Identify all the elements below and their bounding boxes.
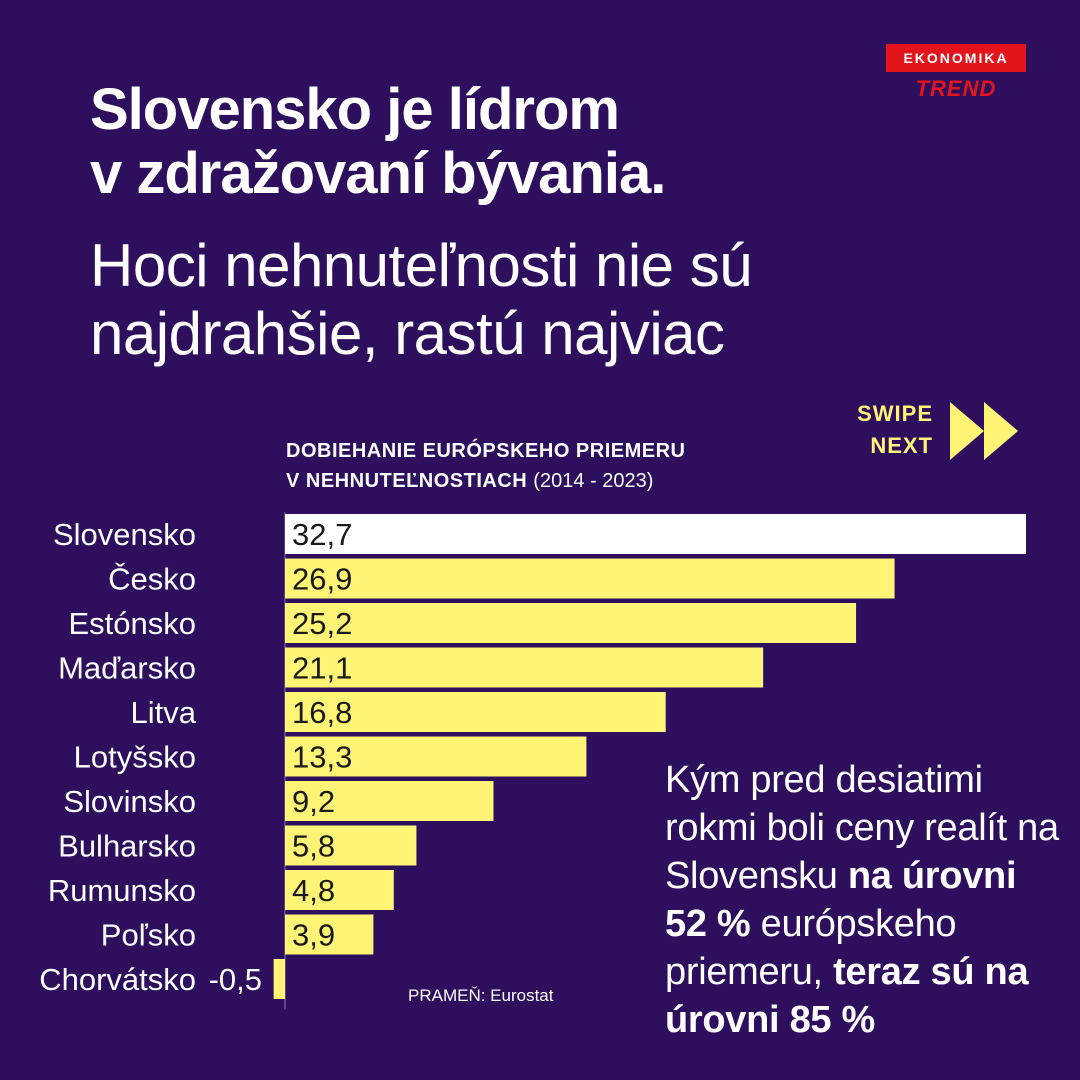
bar-8 [285, 870, 394, 910]
category-label-4: Litva [131, 695, 197, 730]
note-text-2: európskeho priemeru, [665, 903, 957, 993]
brand-logo-bottom: TREND [915, 76, 997, 101]
category-label-6: Slovinsko [63, 784, 196, 819]
headline: Slovensko je lídrom v zdražovaní bývania… [90, 78, 850, 206]
double-arrow-icon[interactable] [948, 400, 1020, 462]
bar-1 [285, 558, 895, 599]
subheadline: Hoci nehnuteľnosti nie sú najdrahšie, ra… [90, 232, 990, 368]
bar-0 [285, 514, 1026, 554]
brand-logo: EKONOMIKA TREND [886, 44, 1026, 102]
category-label-0: Slovensko [53, 517, 196, 552]
bar-6 [285, 781, 494, 821]
headline-line-2: v zdražovaní bývania. [90, 141, 666, 206]
headline-line-1: Slovensko je lídrom [90, 77, 620, 142]
bar-4 [285, 692, 666, 732]
value-label-1: 26,9 [292, 562, 352, 597]
bar-2 [285, 603, 857, 643]
note-text-1: Kým pred desiatimi rokmi boli ceny realí… [665, 759, 1059, 897]
bar-7 [285, 825, 417, 866]
value-label-10: -0,5 [209, 962, 262, 997]
category-label-10: Chorvátsko [39, 962, 196, 997]
value-label-2: 25,2 [292, 606, 352, 641]
brand-logo-top: EKONOMIKA [886, 44, 1026, 72]
next-label: NEXT [870, 433, 933, 458]
chart-title-years: (2014 - 2023) [533, 470, 654, 492]
value-label-5: 13,3 [292, 740, 352, 775]
category-label-5: Lotyšsko [74, 740, 196, 775]
category-label-1: Česko [108, 562, 196, 597]
category-label-7: Bulharsko [58, 829, 196, 864]
info-note: Kým pred desiatimi rokmi boli ceny realí… [665, 756, 1065, 1044]
category-label-9: Poľsko [101, 918, 196, 953]
bar-10 [273, 959, 285, 999]
arrow-1-icon [950, 402, 984, 460]
value-label-4: 16,8 [292, 695, 352, 730]
value-label-9: 3,9 [292, 918, 335, 953]
note-bold-2: teraz sú na úrovni 85 % [665, 951, 1029, 1041]
source-note: PRAMEŇ: Eurostat [408, 986, 554, 1005]
category-label-8: Rumunsko [48, 873, 196, 908]
arrow-2-icon [984, 402, 1018, 460]
chart-title-line-1: DOBIEHANIE EURÓPSKEHO PRIEMERU [286, 440, 686, 462]
note-bold-1: na úrovni 52 % [665, 855, 1017, 945]
value-label-3: 21,1 [292, 651, 352, 686]
value-label-0: 32,7 [292, 517, 352, 552]
chart-title-line-2: V NEHNUTEĽNOSTIACH [286, 470, 528, 492]
bar-5 [285, 736, 587, 777]
bar-3 [285, 647, 764, 688]
value-label-8: 4,8 [292, 873, 335, 908]
swipe-next-label[interactable]: SWIPE NEXT [838, 398, 933, 462]
bar-9 [285, 914, 374, 955]
chart-title: DOBIEHANIE EURÓPSKEHO PRIEMERU V NEHNUTE… [286, 436, 786, 496]
subheadline-line-2: najdrahšie, rastú najviac [90, 300, 725, 367]
category-label-2: Estónsko [68, 606, 196, 641]
value-label-7: 5,8 [292, 829, 335, 864]
value-label-6: 9,2 [292, 784, 335, 819]
swipe-label: SWIPE [857, 401, 933, 426]
subheadline-line-1: Hoci nehnuteľnosti nie sú [90, 232, 753, 299]
category-label-3: Maďarsko [58, 651, 196, 686]
